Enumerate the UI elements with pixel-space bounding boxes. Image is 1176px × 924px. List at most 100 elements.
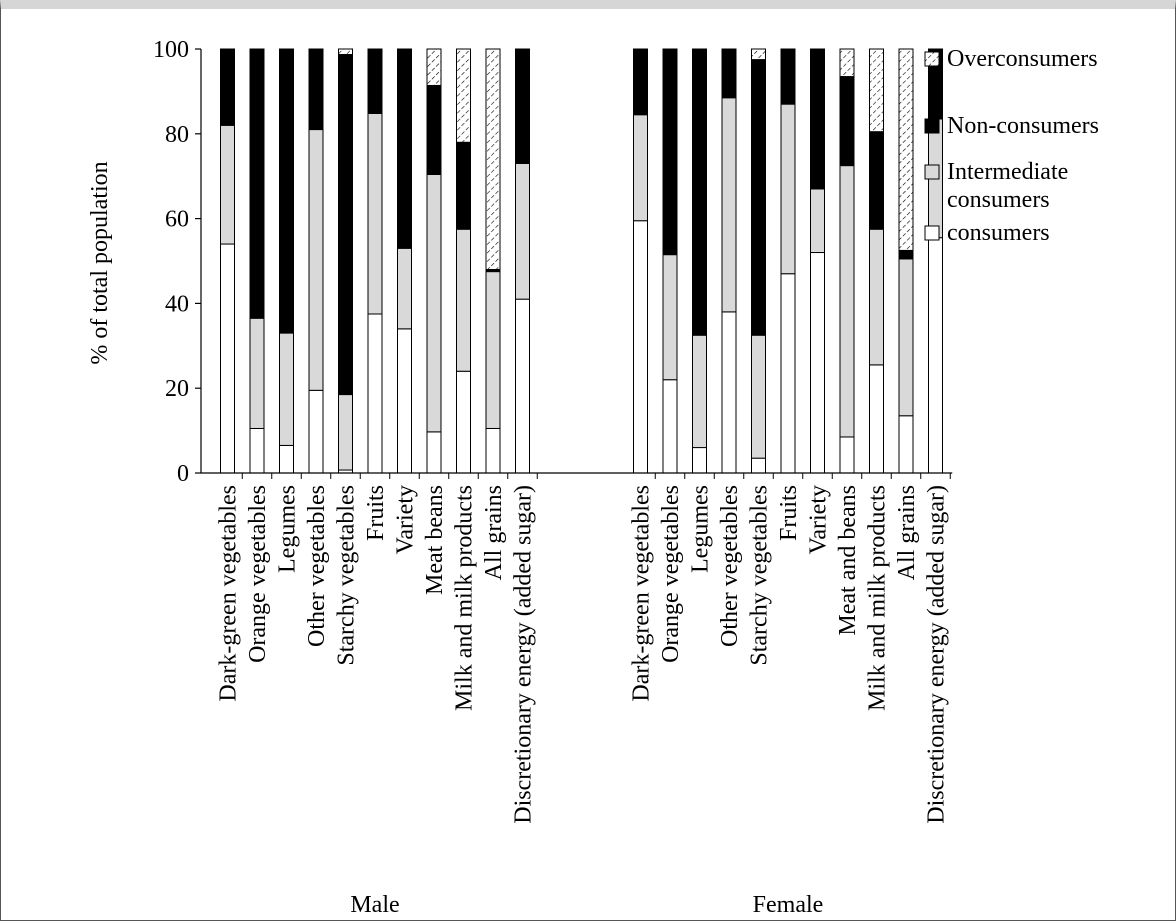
category-label: Discretionary energy (added sugar) bbox=[511, 485, 537, 824]
bar-segment-inter bbox=[249, 317, 265, 429]
category-label: All grains bbox=[481, 485, 507, 580]
bar-segment-inter bbox=[397, 247, 412, 330]
bar-segment-inter bbox=[898, 258, 914, 417]
category-label: Variety bbox=[393, 485, 419, 554]
category-label: Starchy vegetables bbox=[747, 485, 773, 666]
category-label: Meat and beans bbox=[835, 485, 861, 636]
category-label: Dark-green vegetables bbox=[629, 485, 655, 702]
bar-segment-inter bbox=[220, 124, 235, 245]
bar-segment-cons bbox=[839, 436, 855, 474]
group-label-male: Male bbox=[350, 892, 399, 918]
category-label: Other vegetables bbox=[304, 485, 330, 647]
bar-segment-non bbox=[780, 48, 796, 105]
bar-segment-non bbox=[898, 249, 914, 260]
bar-segment-cons bbox=[279, 444, 294, 474]
bar-segment-cons bbox=[249, 427, 265, 474]
bar-segment-inter bbox=[308, 129, 324, 391]
bar-segment-non bbox=[249, 48, 265, 319]
bar-segment-inter bbox=[721, 97, 737, 313]
category-label: Orange vegetables bbox=[245, 485, 271, 663]
category-label: All grains bbox=[894, 485, 920, 580]
bar-segment-inter bbox=[485, 271, 501, 429]
category-label: Variety bbox=[806, 485, 832, 554]
y-tick-label: 0 bbox=[177, 461, 189, 487]
legend-label: Non-consumers bbox=[947, 113, 1099, 139]
category-label: Meat beans bbox=[422, 485, 448, 595]
y-tick-label: 20 bbox=[165, 376, 189, 402]
bar-segment-inter bbox=[692, 334, 707, 449]
legend-label: consumers bbox=[947, 187, 1050, 213]
bar-segment-non bbox=[338, 54, 353, 396]
bar-segment-cons bbox=[662, 379, 678, 474]
bar-segment-cons bbox=[692, 447, 707, 474]
bar-segment-non bbox=[308, 48, 324, 131]
bar-segment-non bbox=[220, 48, 235, 126]
bar-segment-over bbox=[485, 48, 501, 270]
bar-segment-over bbox=[751, 48, 766, 61]
bar-segment-non bbox=[426, 84, 442, 176]
category-label: Milk and milk products bbox=[452, 485, 478, 711]
bar-segment-over bbox=[839, 48, 855, 78]
category-label: Discretionary energy (added sugar) bbox=[924, 485, 950, 824]
bar-segment-cons bbox=[721, 311, 737, 474]
bar-segment-cons bbox=[367, 313, 383, 474]
bar-segment-inter bbox=[662, 254, 678, 381]
bar-segment-non bbox=[692, 48, 707, 336]
bar-segment-inter bbox=[426, 174, 442, 433]
category-label: Dark-green vegetables bbox=[216, 485, 242, 702]
bar-segment-inter bbox=[869, 228, 884, 366]
y-tick-label: 100 bbox=[153, 37, 189, 63]
bar-segment-inter bbox=[279, 332, 294, 446]
category-label: Fruits bbox=[363, 485, 389, 541]
bar-segment-non bbox=[397, 48, 412, 249]
bar-segment-cons bbox=[751, 457, 766, 474]
bar-segment-cons bbox=[485, 427, 501, 474]
bar-segment-cons bbox=[308, 389, 324, 474]
bar-segment-cons bbox=[633, 220, 648, 474]
bar-segment-over bbox=[426, 48, 442, 86]
bar-segment-inter bbox=[338, 394, 353, 471]
y-tick-label: 60 bbox=[165, 207, 189, 233]
bar-segment-cons bbox=[220, 243, 235, 474]
y-tick-label: 40 bbox=[165, 291, 189, 317]
bar-segment-over bbox=[456, 48, 471, 143]
bar-segment-over bbox=[869, 48, 884, 133]
legend-swatch-non bbox=[924, 118, 940, 134]
bar-segment-inter bbox=[633, 114, 648, 222]
legend-label: consumers bbox=[947, 220, 1050, 246]
bar-segment-over bbox=[898, 48, 914, 251]
legend-swatch-over bbox=[924, 51, 940, 67]
legend-swatch-inter bbox=[924, 164, 940, 180]
bar-segment-over bbox=[338, 48, 353, 56]
category-label: Fruits bbox=[776, 485, 802, 541]
legend-label: Intermediate bbox=[947, 159, 1068, 185]
bar-segment-non bbox=[515, 48, 530, 164]
group-label-female: Female bbox=[753, 892, 824, 918]
bar-segment-inter bbox=[780, 103, 796, 275]
category-label: Orange vegetables bbox=[658, 485, 684, 663]
y-axis-title: % of total population bbox=[87, 161, 113, 364]
bar-segment-inter bbox=[810, 188, 825, 254]
bar-segment-non bbox=[662, 48, 678, 256]
bar-segment-non bbox=[456, 141, 471, 230]
bar-segment-non bbox=[869, 131, 884, 230]
bar-segment-non bbox=[839, 76, 855, 167]
bar-segment-cons bbox=[515, 298, 530, 474]
bar-segment-cons bbox=[780, 273, 796, 474]
bar-segment-inter bbox=[839, 165, 855, 438]
category-label: Other vegetables bbox=[717, 485, 743, 647]
legend-swatch-cons bbox=[924, 225, 940, 241]
category-label: Legumes bbox=[275, 485, 301, 573]
bar-segment-inter bbox=[367, 112, 383, 315]
bar-segment-non bbox=[810, 48, 825, 190]
bar-segment-non bbox=[751, 59, 766, 336]
bar-segment-cons bbox=[426, 431, 442, 474]
bar-segment-non bbox=[279, 48, 294, 334]
bar-segment-non bbox=[367, 48, 383, 114]
bar-segment-cons bbox=[869, 364, 884, 474]
bar-segment-cons bbox=[397, 328, 412, 474]
bar-segment-inter bbox=[751, 334, 766, 459]
category-label: Starchy vegetables bbox=[334, 485, 360, 666]
